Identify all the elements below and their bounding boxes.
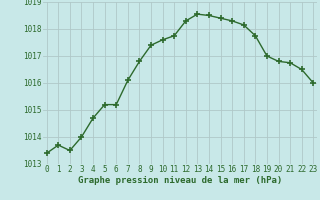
X-axis label: Graphe pression niveau de la mer (hPa): Graphe pression niveau de la mer (hPa) bbox=[78, 176, 282, 185]
